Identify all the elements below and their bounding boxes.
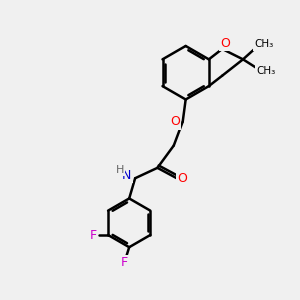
- Text: CH₃: CH₃: [254, 40, 273, 50]
- Text: O: O: [170, 115, 180, 128]
- Text: CH₃: CH₃: [256, 66, 275, 76]
- Text: O: O: [220, 37, 230, 50]
- Text: O: O: [177, 172, 187, 185]
- Text: F: F: [90, 229, 97, 242]
- Text: N: N: [122, 169, 131, 182]
- Text: F: F: [121, 256, 128, 269]
- Text: H: H: [116, 165, 124, 175]
